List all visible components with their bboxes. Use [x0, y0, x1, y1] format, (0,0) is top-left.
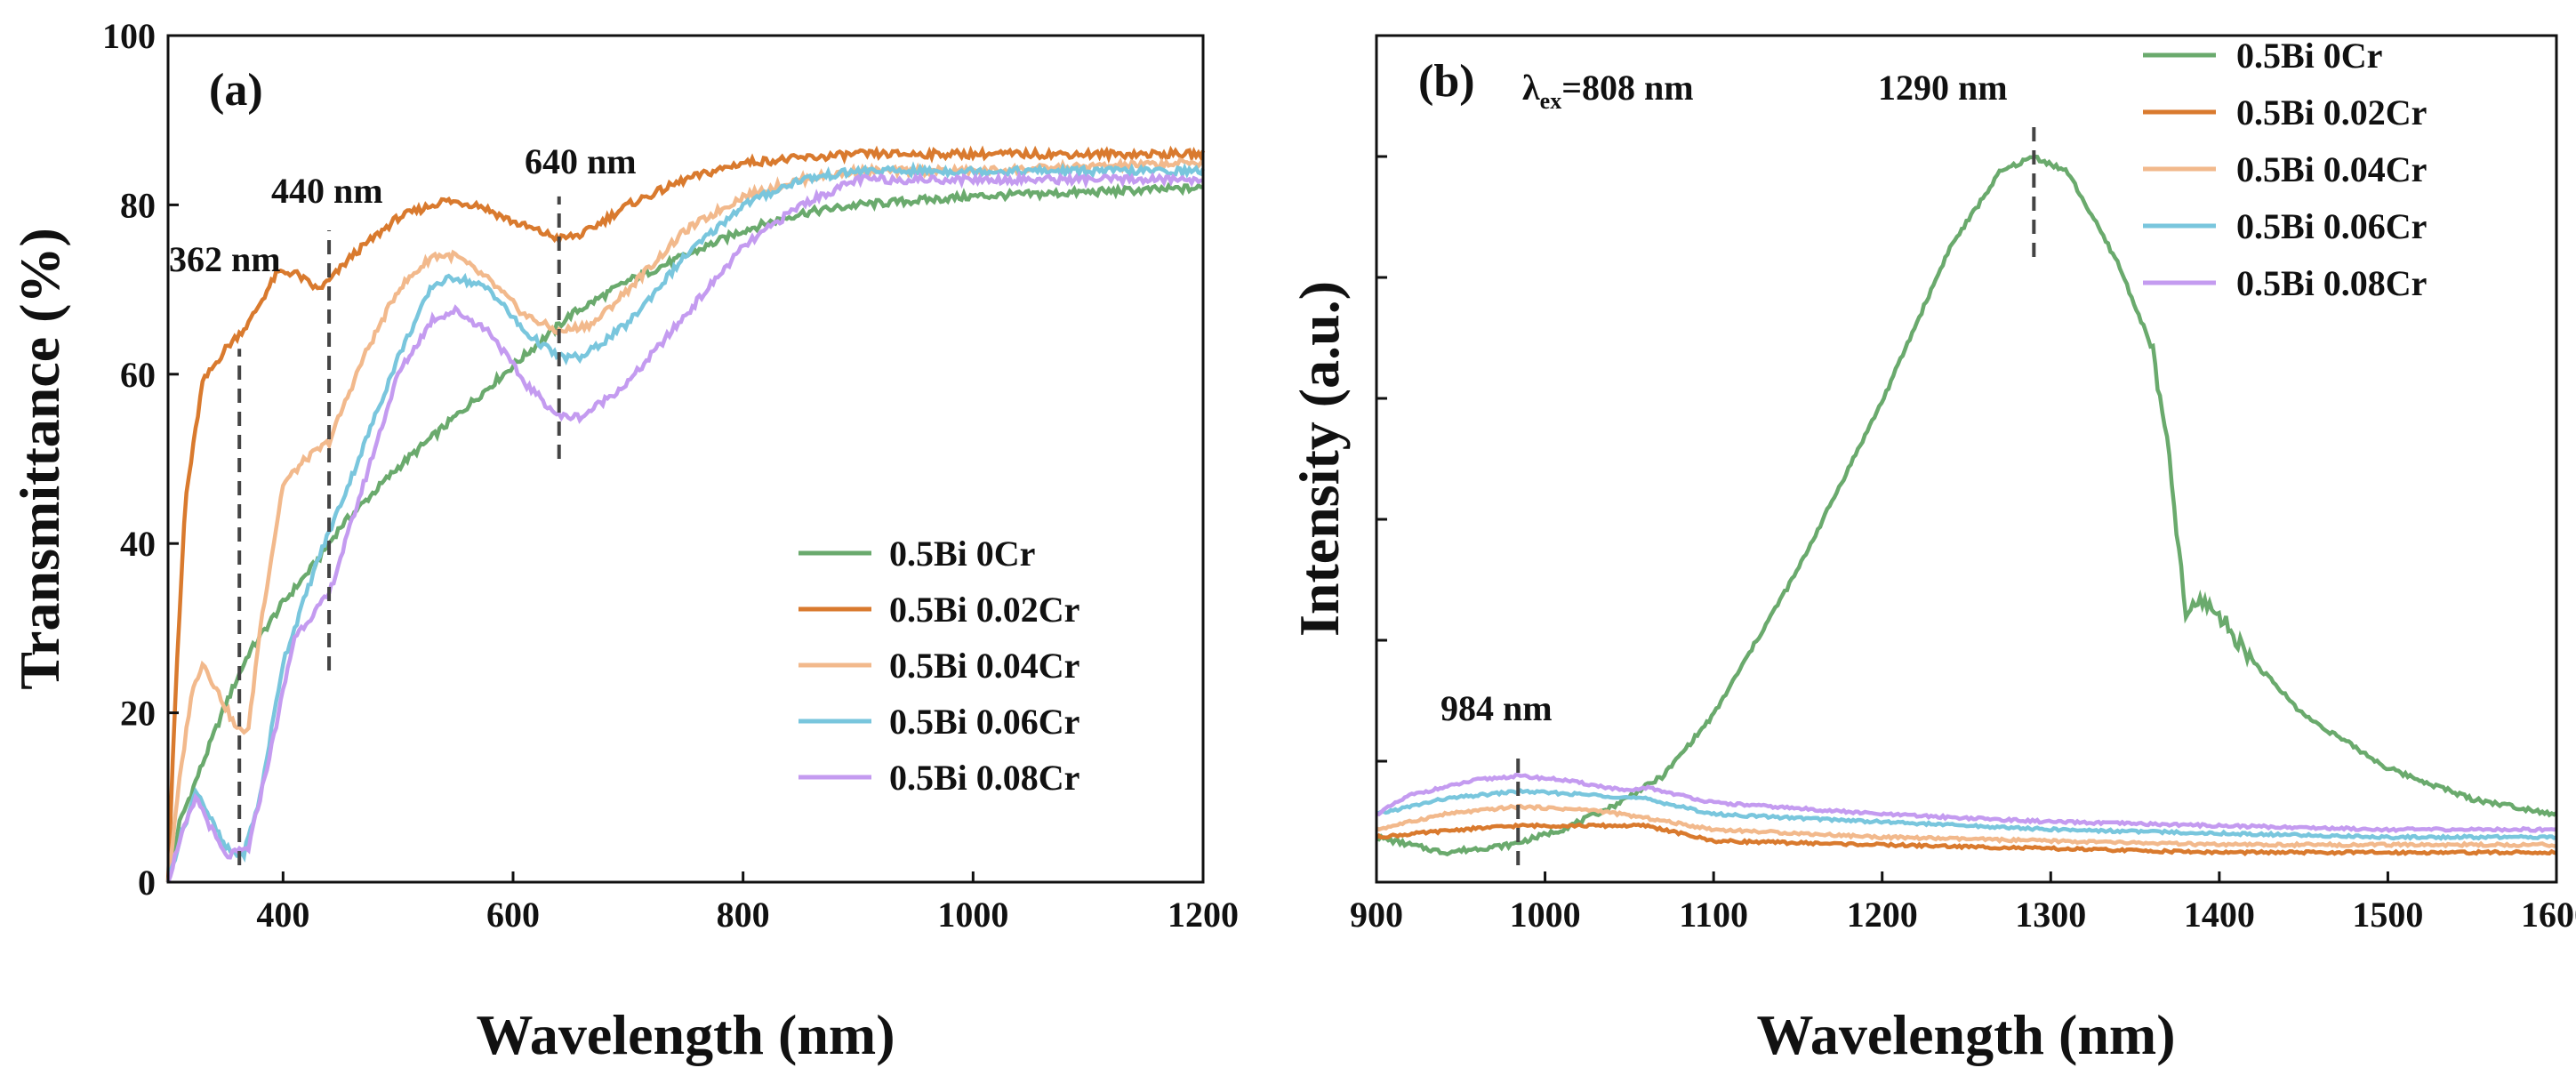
panel-b-x-tick-label: 1000 — [1510, 895, 1581, 935]
panel-b-series-line — [1376, 788, 2557, 841]
panel-a-annotation-440: 440 nm — [271, 171, 383, 211]
panel-b: 900 1000 1100 1200 1300 1400 1500 1600 (b) λex=… — [1288, 34, 2576, 1066]
panel-b-legend-entry: 0.5Bi 0Cr — [2236, 36, 2382, 76]
panel-b-series-line — [1376, 803, 2557, 849]
panel-a-series-lines — [165, 145, 1206, 883]
panel-a-series-line — [165, 170, 1204, 883]
panel-b-x-axis-label: Wavelength (nm) — [1756, 1003, 2175, 1066]
panel-a-x-tick-label: 800 — [717, 895, 770, 935]
panel-a-legend-entry: 0.5Bi 0.02Cr — [889, 590, 1079, 630]
panel-a-y-tick-label: 20 — [120, 694, 156, 734]
panel-a-y-tick-label: 0 — [138, 863, 156, 903]
panel-b-series-line — [1376, 773, 2557, 833]
panel-a-y-tick-label: 100 — [102, 16, 156, 56]
panel-b-peak-markers — [1516, 127, 2036, 867]
panel-b-ticks: 900 1000 1100 1200 1300 1400 1500 1600 — [1350, 155, 2576, 935]
panel-a-x-tick-label: 1200 — [1168, 895, 1239, 935]
panel-b-legend-entry: 0.5Bi 0.08Cr — [2236, 263, 2427, 303]
panel-b-y-axis-label: Intensity (a.u.) — [1288, 281, 1351, 637]
panel-b-annotation-1290: 1290 nm — [1878, 68, 2008, 108]
panel-b-excitation-label: λex=808 nm — [1522, 68, 1694, 114]
panel-a-frame — [166, 34, 1205, 884]
panel-b-legend-entry: 0.5Bi 0.02Cr — [2236, 92, 2427, 132]
panel-b-legend-entry: 0.5Bi 0.04Cr — [2236, 149, 2427, 189]
panel-a-label: (a) — [209, 65, 263, 116]
panel-a-y-tick-label: 40 — [120, 524, 156, 564]
panel-b-x-tick-label: 900 — [1350, 895, 1403, 935]
panel-a-annotation-362: 362 nm — [169, 239, 281, 279]
panel-a-legend-entry: 0.5Bi 0.08Cr — [889, 758, 1079, 798]
panel-b-x-tick-label: 1200 — [1847, 895, 1918, 935]
panel-b-x-tick-label: 1600 — [2521, 895, 2576, 935]
panel-b-legend-entry: 0.5Bi 0.06Cr — [2236, 206, 2427, 246]
panel-a-x-tick-label: 400 — [256, 895, 309, 935]
panel-a-ticks: 400 600 800 1000 1200 0 20 40 60 80 100 — [102, 16, 1239, 935]
panel-a-x-axis-label: Wavelength (nm) — [476, 1003, 895, 1066]
panel-b-series-lines — [1375, 154, 2558, 857]
panel-a-legend-entry: 0.5Bi 0.04Cr — [889, 646, 1079, 686]
panel-a-peak-markers — [237, 196, 561, 865]
panel-b-x-tick-label: 1500 — [2352, 895, 2423, 935]
panel-a-y-tick-label: 80 — [120, 185, 156, 225]
panel-a-x-tick-label: 1000 — [937, 895, 1008, 935]
panel-b-x-tick-label: 1400 — [2184, 895, 2255, 935]
panel-a-x-tick-label: 600 — [486, 895, 540, 935]
panel-a: 400 600 800 1000 1200 0 20 40 60 80 100 (a) 362 nm… — [8, 16, 1239, 1066]
panel-b-series-line — [1375, 822, 2557, 856]
panel-b-label: (b) — [1418, 56, 1475, 107]
panel-b-annotation-984: 984 nm — [1440, 688, 1553, 728]
panel-b-series-line — [1376, 154, 2558, 857]
panel-a-legend: 0.5Bi 0Cr 0.5Bi 0.02Cr 0.5Bi 0.04Cr 0.5Bi 0… — [798, 534, 1079, 798]
panel-a-series-line — [165, 145, 1206, 883]
panel-b-legend: 0.5Bi 0Cr 0.5Bi 0.02Cr 0.5Bi 0.04Cr 0.5Bi 0… — [2143, 36, 2427, 303]
panel-a-y-tick-label: 60 — [120, 355, 156, 395]
panel-b-x-tick-label: 1100 — [1679, 895, 1748, 935]
panel-a-y-axis-label: Transmittance (%) — [8, 228, 71, 690]
panel-a-legend-entry: 0.5Bi 0Cr — [889, 534, 1035, 574]
panel-b-x-tick-label: 1300 — [2015, 895, 2086, 935]
panel-a-legend-entry: 0.5Bi 0.06Cr — [889, 702, 1079, 742]
panel-a-series-line — [165, 161, 1206, 883]
panel-b-frame — [1375, 34, 2558, 884]
panel-a-annotation-640: 640 nm — [525, 141, 637, 181]
